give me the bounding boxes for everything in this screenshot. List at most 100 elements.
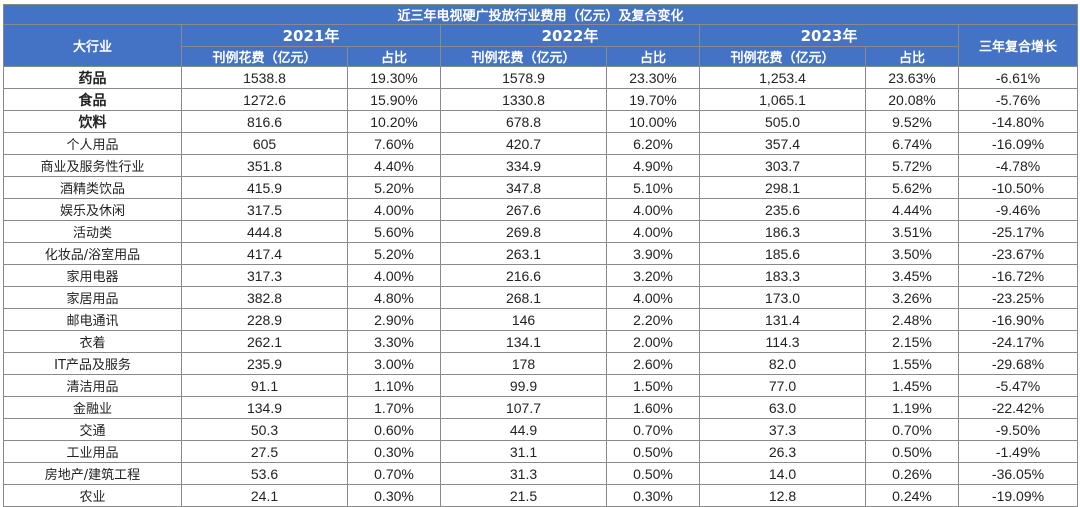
share-2022-cell: 2.00%: [606, 330, 700, 353]
share-2021-cell: 1.70%: [347, 396, 441, 419]
cagr-cell: -5.47%: [957, 374, 1079, 397]
spend-2021-cell: 317.3: [181, 264, 348, 287]
spend-2023-cell: 303.7: [699, 154, 866, 177]
spend-header-2023: 刊例花费（亿元）: [699, 46, 866, 67]
share-header-2023: 占比: [865, 46, 959, 67]
share-2022-cell: 5.10%: [606, 176, 700, 199]
share-2022-cell: 3.20%: [606, 264, 700, 287]
share-2021-cell: 3.00%: [347, 352, 441, 375]
share-2023-cell: 2.48%: [865, 308, 959, 331]
share-2022-cell: 23.30%: [606, 66, 700, 89]
spend-2022-cell: 134.1: [440, 330, 607, 353]
share-2021-cell: 4.80%: [347, 286, 441, 309]
spend-2022-cell: 267.6: [440, 198, 607, 221]
table-body: 药品 1538.8 19.30% 1578.9 23.30% 1,253.4 23.63% -…: [3, 66, 1079, 507]
share-2021-cell: 10.20%: [347, 110, 441, 133]
cagr-cell: -23.67%: [957, 242, 1079, 265]
industry-cell: 金融业: [3, 396, 182, 419]
cagr-cell: -25.17%: [957, 220, 1079, 243]
spend-2021-cell: 235.9: [181, 352, 348, 375]
year-header-2022: 2022年: [440, 24, 700, 47]
share-2023-cell: 3.51%: [865, 220, 959, 243]
share-2022-cell: 6.20%: [606, 132, 700, 155]
share-2021-cell: 0.70%: [347, 462, 441, 485]
share-2023-cell: 23.63%: [865, 66, 959, 89]
spend-2022-cell: 269.8: [440, 220, 607, 243]
table-row: 化妆品/浴室用品 417.4 5.20% 263.1 3.90% 185.6 3.50% -2…: [3, 242, 1079, 265]
table-row: 食品 1272.6 15.90% 1330.8 19.70% 1,065.1 20.08% -…: [3, 88, 1079, 111]
table-row: 活动类 444.8 5.60% 269.8 4.00% 186.3 3.51% -25.17%: [3, 220, 1079, 243]
share-2022-cell: 0.50%: [606, 440, 700, 463]
spend-2021-cell: 382.8: [181, 286, 348, 309]
spend-2021-cell: 351.8: [181, 154, 348, 177]
cagr-cell: -10.50%: [957, 176, 1079, 199]
industry-cell: 食品: [3, 88, 182, 111]
industry-cell: 活动类: [3, 220, 182, 243]
spend-2023-cell: 183.3: [699, 264, 866, 287]
spend-2023-cell: 185.6: [699, 242, 866, 265]
share-2021-cell: 5.20%: [347, 242, 441, 265]
cagr-cell: -16.90%: [957, 308, 1079, 331]
table-row: 交通 50.3 0.60% 44.9 0.70% 37.3 0.70% -9.50%: [3, 418, 1079, 441]
industry-cell: 个人用品: [3, 132, 182, 155]
cagr-cell: -29.68%: [957, 352, 1079, 375]
cagr-cell: -24.17%: [957, 330, 1079, 353]
share-2022-cell: 1.60%: [606, 396, 700, 419]
spend-2021-cell: 262.1: [181, 330, 348, 353]
spend-2023-cell: 235.6: [699, 198, 866, 221]
industry-cell: 药品: [3, 66, 182, 89]
spend-2021-cell: 228.9: [181, 308, 348, 331]
cagr-cell: -6.61%: [957, 66, 1079, 89]
spend-header-2022: 刊例花费（亿元）: [440, 46, 607, 67]
industry-cell: 娱乐及休闲: [3, 198, 182, 221]
share-2022-cell: 2.60%: [606, 352, 700, 375]
spend-2022-cell: 31.1: [440, 440, 607, 463]
cagr-header: 三年复合增长: [957, 24, 1079, 67]
spend-2023-cell: 1,253.4: [699, 66, 866, 89]
industry-cell: 工业用品: [3, 440, 182, 463]
share-2021-cell: 0.30%: [347, 440, 441, 463]
spend-2022-cell: 44.9: [440, 418, 607, 441]
industry-cell: 家用电器: [3, 264, 182, 287]
spend-2023-cell: 505.0: [699, 110, 866, 133]
table-row: 饮料 816.6 10.20% 678.8 10.00% 505.0 9.52% -14.80…: [3, 110, 1079, 133]
share-2021-cell: 15.90%: [347, 88, 441, 111]
spend-2021-cell: 317.5: [181, 198, 348, 221]
spend-2022-cell: 146: [440, 308, 607, 331]
spend-2023-cell: 173.0: [699, 286, 866, 309]
industry-cell: IT产品及服务: [3, 352, 182, 375]
table-row: 娱乐及休闲 317.5 4.00% 267.6 4.00% 235.6 4.44% -9.46…: [3, 198, 1079, 221]
share-2023-cell: 5.72%: [865, 154, 959, 177]
share-2022-cell: 3.90%: [606, 242, 700, 265]
cagr-cell: -36.05%: [957, 462, 1079, 485]
spend-2022-cell: 99.9: [440, 374, 607, 397]
share-2021-cell: 7.60%: [347, 132, 441, 155]
share-2021-cell: 4.00%: [347, 198, 441, 221]
spend-2022-cell: 268.1: [440, 286, 607, 309]
spend-2022-cell: 334.9: [440, 154, 607, 177]
spend-2021-cell: 417.4: [181, 242, 348, 265]
table-row: 衣着 262.1 3.30% 134.1 2.00% 114.3 2.15% -24.17%: [3, 330, 1079, 353]
spend-2022-cell: 21.5: [440, 484, 607, 507]
spend-2021-cell: 53.6: [181, 462, 348, 485]
share-2022-cell: 4.00%: [606, 198, 700, 221]
spend-2021-cell: 415.9: [181, 176, 348, 199]
table-row: 房地产/建筑工程 53.6 0.70% 31.3 0.50% 14.0 0.26% -36.0…: [3, 462, 1079, 485]
share-header-2022: 占比: [606, 46, 700, 67]
industry-cell: 化妆品/浴室用品: [3, 242, 182, 265]
spend-2021-cell: 816.6: [181, 110, 348, 133]
spend-2021-cell: 134.9: [181, 396, 348, 419]
spend-2023-cell: 77.0: [699, 374, 866, 397]
year-header-2021: 2021年: [181, 24, 441, 47]
table-row: 清洁用品 91.1 1.10% 99.9 1.50% 77.0 1.45% -5.47%: [3, 374, 1079, 397]
spend-2023-cell: 14.0: [699, 462, 866, 485]
share-2021-cell: 0.30%: [347, 484, 441, 507]
spend-2023-cell: 186.3: [699, 220, 866, 243]
industry-cell: 清洁用品: [3, 374, 182, 397]
spend-2023-cell: 82.0: [699, 352, 866, 375]
cagr-cell: -16.72%: [957, 264, 1079, 287]
spend-2022-cell: 1578.9: [440, 66, 607, 89]
share-header-2021: 占比: [347, 46, 441, 67]
share-2023-cell: 4.44%: [865, 198, 959, 221]
industry-cell: 酒精类饮品: [3, 176, 182, 199]
